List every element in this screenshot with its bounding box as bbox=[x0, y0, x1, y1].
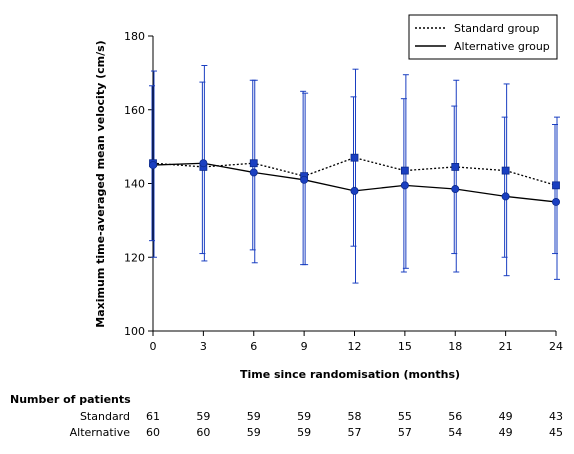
patients-count-cell: 60 bbox=[146, 426, 160, 439]
x-tick-label: 9 bbox=[301, 340, 308, 353]
patients-count-cell: 61 bbox=[146, 410, 160, 423]
point-standard bbox=[350, 153, 359, 162]
patients-count-cell: 57 bbox=[398, 426, 412, 439]
point-alternative bbox=[451, 185, 460, 194]
point-alternative bbox=[300, 175, 309, 184]
point-standard bbox=[249, 159, 258, 168]
patients-count-cell: 60 bbox=[196, 426, 210, 439]
point-alternative bbox=[501, 192, 510, 201]
patients-count-cell: 59 bbox=[297, 426, 311, 439]
patients-row-label-standard: Standard bbox=[80, 410, 130, 423]
patients-count-cell: 49 bbox=[499, 426, 513, 439]
patients-count-cell: 55 bbox=[398, 410, 412, 423]
patients-table-title: Number of patients bbox=[10, 393, 131, 406]
point-alternative bbox=[148, 161, 157, 170]
x-axis-title: Time since randomisation (months) bbox=[240, 368, 460, 381]
point-alternative bbox=[552, 197, 561, 206]
series-line-standard bbox=[152, 157, 557, 186]
x-tick-label: 12 bbox=[348, 340, 362, 353]
point-standard bbox=[501, 166, 510, 175]
y-tick-label: 180 bbox=[124, 30, 145, 43]
patients-table: 61 59 59 59 58 55 56 49 43 60 60 59 59 57 57 54 49 45 bbox=[146, 410, 563, 439]
patients-count-cell: 43 bbox=[549, 410, 563, 423]
patients-count-cell: 45 bbox=[549, 426, 563, 439]
x-tick-label: 3 bbox=[200, 340, 207, 353]
point-standard bbox=[400, 166, 409, 175]
legend-label-alternative: Alternative group bbox=[454, 40, 550, 53]
legend-label-standard: Standard group bbox=[454, 22, 540, 35]
x-tick-label: 21 bbox=[499, 340, 513, 353]
series-line-alternative bbox=[152, 162, 557, 203]
y-tick-label: 120 bbox=[124, 251, 145, 264]
point-standard bbox=[451, 163, 460, 171]
patients-count-cell: 54 bbox=[448, 426, 462, 439]
point-alternative bbox=[199, 159, 208, 168]
point-alternative bbox=[400, 181, 409, 190]
y-tick-label: 160 bbox=[124, 104, 145, 117]
point-alternative bbox=[350, 186, 359, 195]
patients-count-cell: 58 bbox=[348, 410, 362, 423]
x-tick-label: 6 bbox=[250, 340, 257, 353]
x-tick-label: 0 bbox=[150, 340, 157, 353]
patients-count-cell: 56 bbox=[448, 410, 462, 423]
patients-count-cell: 49 bbox=[499, 410, 513, 423]
plot-area: 100 120 140 160 180 0 3 6 9 12 15 18 21 24 bbox=[124, 30, 563, 353]
patients-count-cell: 57 bbox=[348, 426, 362, 439]
legend: Standard group Alternative group bbox=[408, 14, 558, 60]
x-tick-label: 18 bbox=[448, 340, 462, 353]
x-tick-label: 24 bbox=[549, 340, 563, 353]
patients-count-cell: 59 bbox=[196, 410, 210, 423]
patients-count-cell: 59 bbox=[297, 410, 311, 423]
legend-box bbox=[408, 14, 558, 60]
point-standard bbox=[552, 181, 560, 190]
point-alternative bbox=[249, 168, 258, 177]
y-tick-label: 140 bbox=[124, 178, 145, 191]
y-axis-title: Maximum time-averaged mean velocity (cm/… bbox=[94, 40, 107, 327]
patients-row-label-alternative: Alternative bbox=[70, 426, 131, 439]
patients-count-cell: 59 bbox=[247, 410, 261, 423]
x-tick-label: 15 bbox=[398, 340, 412, 353]
patients-count-cell: 59 bbox=[247, 426, 261, 439]
y-tick-label: 100 bbox=[124, 325, 145, 338]
